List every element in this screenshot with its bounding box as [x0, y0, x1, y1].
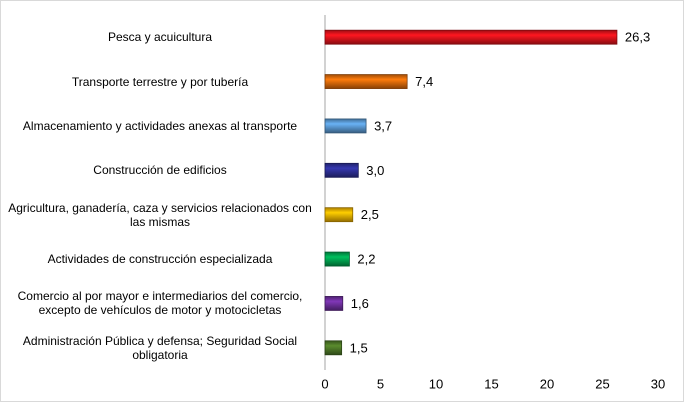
x-tick-label: 15 [484, 376, 498, 391]
category-label: Construcción de edificios [93, 163, 227, 178]
bar [324, 74, 408, 89]
data-label: 2,2 [357, 252, 375, 267]
x-tick-label: 5 [377, 376, 384, 391]
bar [324, 162, 359, 178]
category-label: Almacenamiento y actividades anexas al t… [22, 118, 298, 133]
data-label: 26,3 [625, 30, 650, 45]
category-label: Agricultura, ganadería, caza y servicios… [8, 200, 312, 229]
x-tick-label: 30 [651, 376, 665, 391]
category-label: Administración Pública y defensa; Seguri… [22, 333, 298, 362]
bar [324, 118, 367, 134]
data-label: 3,0 [366, 163, 384, 178]
data-label: 1,5 [350, 340, 368, 355]
category-label: Comercio al por mayor e intermediarios d… [17, 289, 303, 318]
category-label: Transporte terrestre y por tubería [71, 74, 249, 89]
bar [324, 207, 354, 223]
x-tick-label: 20 [540, 376, 554, 391]
x-tick-label: 10 [429, 376, 443, 391]
bar [324, 296, 344, 311]
bar [324, 29, 618, 45]
category-label: Actividades de construcción especializad… [47, 252, 273, 267]
bar [324, 340, 343, 356]
data-label: 1,6 [351, 296, 369, 311]
x-tick-label: 0 [321, 376, 328, 391]
x-tick-label: 25 [595, 376, 609, 391]
data-label: 7,4 [415, 74, 433, 89]
data-label: 3,7 [374, 118, 392, 133]
category-label: Pesca y acuicultura [107, 30, 213, 45]
data-label: 2,5 [361, 207, 379, 222]
bar [324, 251, 350, 267]
